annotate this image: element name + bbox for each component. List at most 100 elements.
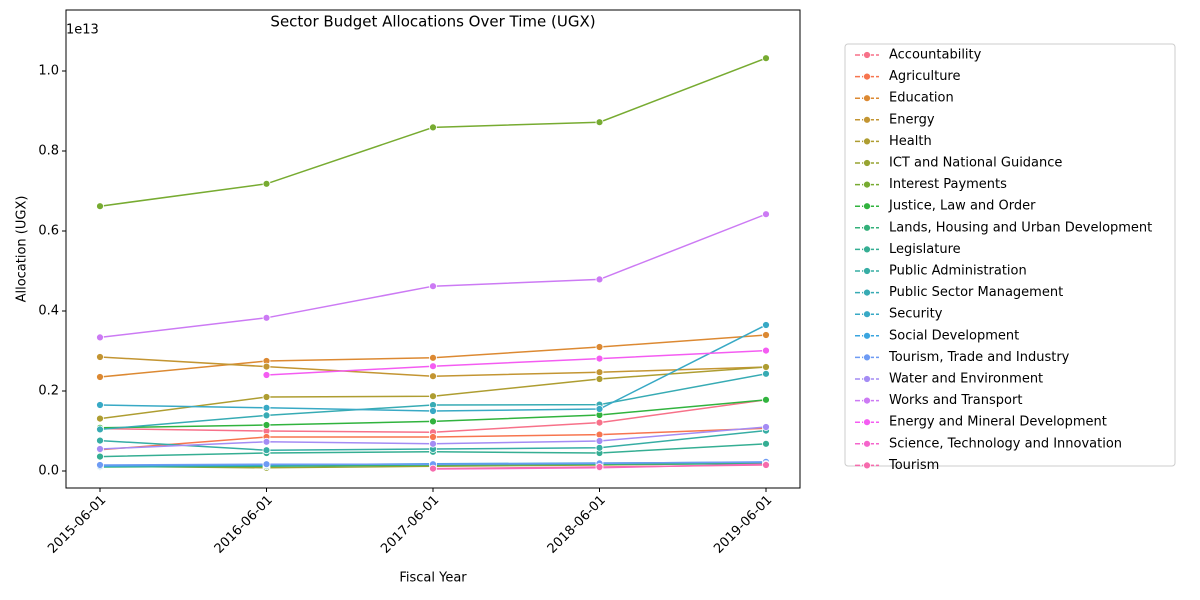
legend-swatch-marker — [863, 180, 871, 189]
point — [429, 353, 437, 362]
point — [429, 464, 437, 473]
legend-swatch-marker — [863, 331, 871, 340]
point — [429, 439, 437, 448]
point — [96, 353, 104, 361]
point — [96, 373, 104, 381]
point — [595, 437, 604, 445]
legend-swatch-marker — [863, 159, 871, 167]
legend-label: Justice, Law and Order — [888, 199, 1036, 214]
point — [762, 439, 770, 448]
point — [762, 461, 770, 469]
plot-frame — [65, 9, 801, 489]
legend-label: Social Development — [889, 328, 1019, 343]
point — [762, 54, 770, 63]
series-line — [266, 349, 767, 376]
legend-label: Agriculture — [889, 69, 961, 84]
y-tick-label: 0.4 — [38, 304, 59, 319]
legend-swatch-marker — [863, 375, 871, 383]
legend-swatch-marker — [863, 439, 871, 448]
y-tick-label: 0.8 — [38, 144, 59, 159]
point — [595, 354, 604, 363]
legend-swatch-marker — [863, 418, 871, 427]
point — [595, 463, 604, 471]
point — [262, 403, 271, 412]
point — [429, 372, 437, 381]
point — [762, 369, 770, 378]
point — [262, 393, 271, 401]
y-tick-label: 0.2 — [38, 384, 59, 399]
point — [762, 363, 770, 371]
y-tick-label: 0.6 — [38, 224, 59, 239]
point — [595, 343, 604, 351]
point — [762, 331, 770, 339]
legend-label: Accountability — [889, 48, 982, 63]
legend-label: Water and Environment — [889, 372, 1043, 387]
point — [762, 321, 770, 329]
x-tick-label: 2019-06-01 — [711, 493, 775, 557]
point — [429, 407, 437, 415]
point — [595, 443, 604, 452]
point — [429, 362, 437, 371]
chart-title: Sector Budget Allocations Over Time (UGX… — [270, 13, 595, 31]
point — [762, 423, 770, 431]
legend-label: Tourism — [888, 458, 939, 473]
x-tick-label: 2017-06-01 — [378, 493, 442, 557]
point — [96, 461, 104, 469]
point — [262, 313, 271, 322]
y-axis-label: Allocation (UGX) — [15, 196, 30, 303]
legend-label: Lands, Housing and Urban Development — [889, 220, 1152, 235]
series-line — [99, 213, 767, 339]
legend-label: Works and Transport — [889, 393, 1022, 408]
x-tick-label: 2018-06-01 — [545, 493, 609, 557]
legend-label: Energy — [889, 112, 935, 127]
legend-label: Tourism, Trade and Industry — [888, 350, 1070, 365]
y-offset-label: 1e13 — [66, 23, 99, 38]
point — [96, 425, 104, 434]
legend-label: Science, Technology and Innovation — [889, 436, 1122, 451]
legend-label: Health — [889, 134, 932, 149]
legend-swatch-marker — [863, 137, 871, 146]
series-line — [99, 57, 767, 207]
point — [262, 362, 271, 371]
point — [595, 418, 604, 427]
point — [96, 401, 104, 409]
legend-swatch-marker — [863, 51, 871, 59]
legend-swatch-marker — [863, 288, 871, 297]
x-tick-label: 2015-06-01 — [45, 493, 109, 557]
point — [429, 433, 437, 441]
legend-label: Education — [889, 91, 954, 106]
point — [262, 411, 271, 420]
point — [96, 436, 104, 445]
point — [96, 414, 104, 423]
legend-swatch-marker — [863, 223, 871, 232]
legend-swatch-marker — [863, 353, 871, 362]
legend-label: Public Administration — [889, 264, 1027, 279]
legend-swatch-marker — [863, 267, 871, 275]
legend-box — [844, 43, 1176, 467]
legend-swatch-marker — [863, 310, 871, 319]
point — [762, 395, 770, 404]
point — [595, 375, 604, 383]
point — [595, 405, 604, 413]
y-tick-label: 0.0 — [38, 464, 59, 479]
point — [96, 202, 104, 211]
point — [429, 417, 437, 426]
legend-label: Interest Payments — [889, 177, 1007, 192]
point — [595, 118, 604, 127]
point — [429, 282, 437, 291]
point — [96, 333, 104, 342]
point — [762, 346, 770, 355]
point — [262, 179, 271, 188]
x-axis-label: Fiscal Year — [399, 571, 467, 586]
point — [262, 421, 271, 429]
point — [262, 446, 271, 455]
point — [429, 123, 437, 132]
legend-swatch-marker — [863, 461, 871, 470]
point — [262, 371, 271, 379]
point — [762, 210, 770, 219]
point — [262, 460, 271, 469]
point — [262, 437, 271, 446]
point — [595, 368, 604, 377]
legend-label: Energy and Mineral Development — [889, 415, 1107, 430]
